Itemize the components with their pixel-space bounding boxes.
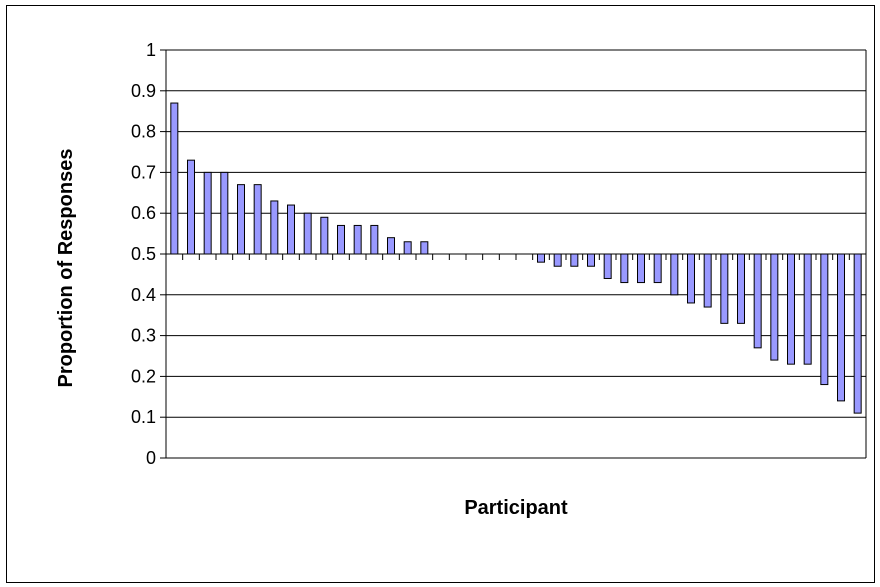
bar bbox=[637, 253, 645, 284]
bar bbox=[620, 253, 629, 284]
bar bbox=[737, 253, 745, 324]
bar bbox=[370, 224, 379, 255]
bar bbox=[337, 224, 345, 255]
bar bbox=[403, 241, 412, 255]
bar bbox=[803, 253, 812, 365]
bar bbox=[770, 253, 779, 361]
bar bbox=[320, 216, 329, 255]
bar bbox=[687, 253, 695, 304]
y-tick-labels: 0 0.1 0.2 0.3 0.4 0.5 0.6 0.7 0.8 0.9 1 bbox=[131, 40, 166, 468]
gridlines bbox=[166, 49, 866, 418]
bar bbox=[753, 253, 762, 349]
bar bbox=[253, 184, 262, 255]
y-tick-label: 1 bbox=[146, 40, 156, 60]
y-tick-label: 0.9 bbox=[131, 81, 156, 101]
bar bbox=[220, 171, 229, 255]
bar bbox=[820, 253, 829, 386]
bar bbox=[387, 237, 395, 255]
bar bbox=[837, 253, 845, 402]
y-axis-title: Proportion of Responses bbox=[55, 149, 77, 388]
bar bbox=[537, 253, 545, 263]
y-tick-label: 0.2 bbox=[131, 366, 156, 386]
axes bbox=[165, 50, 867, 459]
bar bbox=[853, 253, 862, 414]
bar bbox=[653, 253, 662, 284]
y-tick-label: 0.3 bbox=[131, 326, 156, 346]
x-axis-title: Participant bbox=[464, 497, 568, 519]
y-tick-label: 0 bbox=[146, 448, 156, 468]
y-tick-label: 0.1 bbox=[131, 407, 156, 427]
y-tick-label: 0.4 bbox=[131, 285, 156, 305]
bar bbox=[570, 253, 579, 267]
bar bbox=[187, 159, 195, 255]
y-tick-label: 0.7 bbox=[131, 162, 156, 182]
bar bbox=[720, 253, 729, 324]
bar bbox=[270, 200, 279, 255]
bar bbox=[287, 204, 295, 255]
bar bbox=[237, 184, 245, 255]
y-tick-label: 0.6 bbox=[131, 203, 156, 223]
bar bbox=[587, 253, 595, 267]
bar bbox=[420, 241, 429, 255]
y-tick-label: 0.5 bbox=[131, 244, 156, 264]
bar bbox=[603, 253, 612, 279]
y-tick-label: 0.8 bbox=[131, 122, 156, 142]
bar bbox=[670, 253, 679, 296]
bar bbox=[170, 102, 179, 255]
chart-frame bbox=[6, 5, 875, 583]
bar bbox=[787, 253, 795, 365]
bar bbox=[203, 171, 212, 255]
bar bbox=[553, 253, 562, 267]
bars bbox=[170, 102, 862, 414]
bar bbox=[303, 212, 312, 255]
bar bbox=[703, 253, 712, 308]
bar bbox=[353, 224, 362, 255]
